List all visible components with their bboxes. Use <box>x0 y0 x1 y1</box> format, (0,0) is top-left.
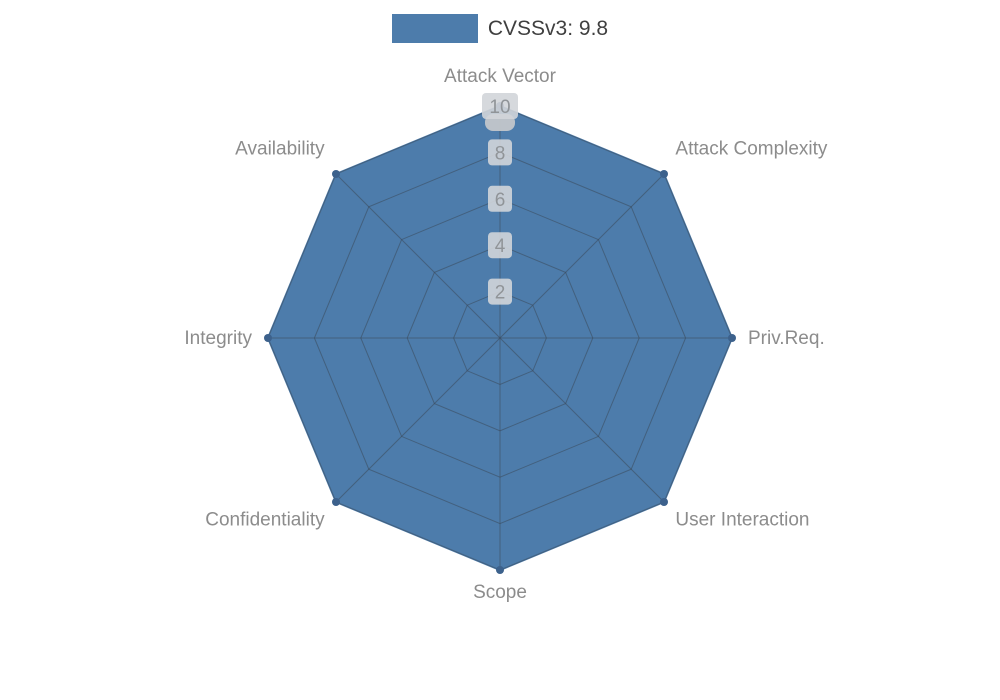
vertex-point <box>264 334 272 342</box>
legend-swatch <box>391 14 478 43</box>
tick-label-box <box>488 232 512 259</box>
tick-label-box <box>488 139 512 166</box>
axis-label: Attack Complexity <box>675 139 828 160</box>
vertex-point <box>332 498 340 506</box>
tick-label: 10 <box>489 97 510 118</box>
axis-label: User Interaction <box>675 509 809 530</box>
tick-label-box <box>488 278 512 305</box>
chart-legend: CVSSv3: 9.8 <box>0 14 1000 43</box>
vertex-point <box>332 170 340 178</box>
tick-label: 2 <box>495 283 506 304</box>
vertex-point <box>660 498 668 506</box>
axis-label: Confidentiality <box>205 509 325 530</box>
tick-label: 4 <box>495 236 506 257</box>
axis-label: Availability <box>235 139 325 160</box>
axis-spoke <box>335 173 501 339</box>
axis-spoke <box>499 173 665 339</box>
tick-label-box <box>488 185 512 212</box>
vertex-point <box>728 334 736 342</box>
vertex-point <box>496 566 504 574</box>
axis-label: Integrity <box>184 328 252 349</box>
vertex-point <box>660 170 668 178</box>
tick-label: 8 <box>495 143 506 164</box>
tick-label: 6 <box>495 190 506 211</box>
axis-label: Attack Vector <box>444 66 557 87</box>
axis-spoke <box>499 337 665 503</box>
axis-spoke <box>335 337 501 503</box>
legend-label: CVSSv3: 9.8 <box>487 16 609 40</box>
tick-label-box <box>482 93 518 119</box>
axis-label: Priv.Req. <box>748 328 825 349</box>
axis-label: Scope <box>473 582 527 603</box>
